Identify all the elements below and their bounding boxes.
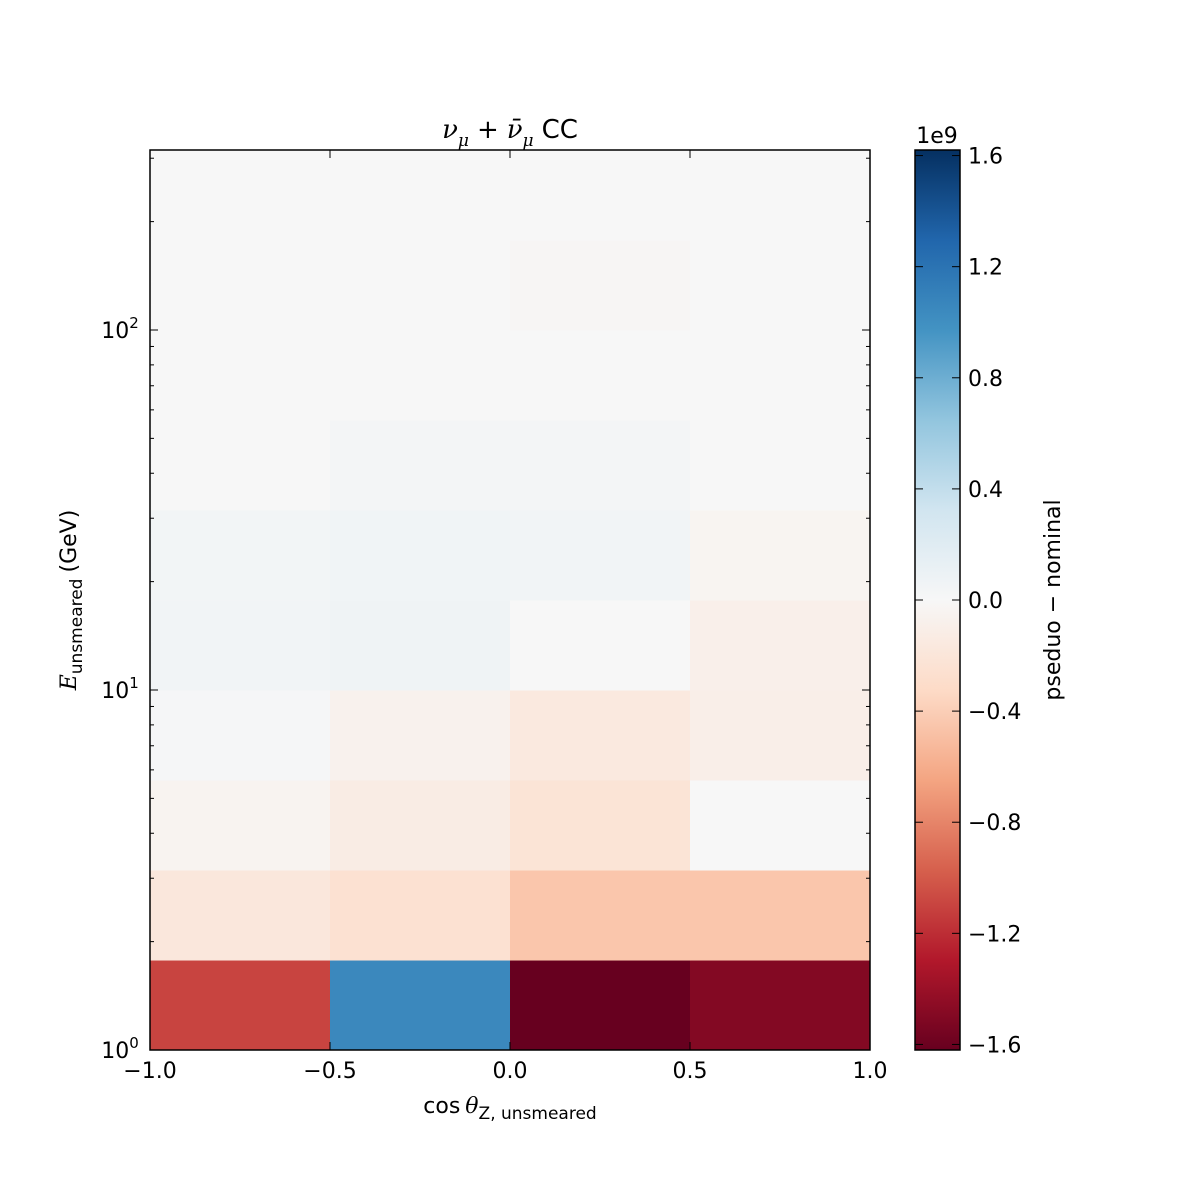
- y-tick-label: 102: [101, 314, 139, 344]
- heatmap-cell: [690, 150, 871, 241]
- heatmap-cell: [510, 960, 691, 1051]
- heatmap-cell: [330, 780, 511, 871]
- heatmap-cell: [690, 689, 871, 781]
- colorbar-tick-label: 1.2: [968, 256, 1003, 281]
- heatmap-cell: [690, 960, 871, 1051]
- colorbar-label: pseduo − nominal: [1041, 499, 1066, 700]
- y-axis-label: Eunsmeared (GeV): [57, 510, 87, 692]
- heatmap-cell: [510, 600, 691, 691]
- title-plus: +: [477, 115, 499, 145]
- title-suffix: CC: [542, 115, 578, 145]
- y-label-e: E: [57, 674, 82, 691]
- title-nubar: ν̄: [507, 115, 523, 145]
- x-tick-label: 0.5: [673, 1059, 708, 1084]
- heatmap-cell: [150, 150, 331, 241]
- heatmap-cell: [510, 870, 691, 961]
- x-tick-label: −1.0: [123, 1059, 176, 1084]
- heatmap-cell: [150, 329, 331, 421]
- heatmap-cell: [690, 600, 871, 691]
- heatmap-cell: [510, 420, 691, 511]
- heatmap-cell: [330, 960, 511, 1051]
- heatmap-cell: [150, 780, 331, 871]
- y-label-unit: (GeV): [57, 510, 82, 573]
- heatmap-cell: [330, 600, 511, 691]
- x-tick-label: −0.5: [303, 1059, 356, 1084]
- title-mu-sub: μ: [458, 131, 469, 151]
- heatmap-cell: [510, 510, 691, 601]
- heatmap-cell: [150, 600, 331, 691]
- heatmap-cell: [690, 420, 871, 511]
- heatmap-cell: [510, 240, 691, 331]
- title-nu: ν: [442, 115, 458, 145]
- heatmap-cells: [150, 150, 871, 1051]
- x-label-theta: θ: [465, 1094, 478, 1119]
- x-tick-label: 1.0: [853, 1059, 888, 1084]
- colorbar-tick-label: 0.0: [968, 589, 1003, 614]
- heatmap-cell: [150, 870, 331, 961]
- colorbar-tick-label: 1.6: [968, 145, 1003, 170]
- y-tick-label: 100: [101, 1034, 139, 1064]
- heatmap-cell: [690, 510, 871, 601]
- y-tick-label: 101: [101, 674, 139, 704]
- colorbar-tick-label: 0.4: [968, 478, 1003, 503]
- x-tick-label: 0.0: [493, 1059, 528, 1084]
- chart-title: νμ + ν̄μ CC: [442, 115, 578, 151]
- colorbar-tick-label: −0.4: [968, 700, 1021, 725]
- colorbar-tick-label: −0.8: [968, 811, 1021, 836]
- heatmap-cell: [510, 150, 691, 241]
- heatmap-cell: [150, 960, 331, 1051]
- heatmap-cell: [330, 870, 511, 961]
- plot-axes: −1.0 −0.5 0.0 0.5 1.0 100 101 102: [101, 149, 888, 1084]
- heatmap-cell: [330, 240, 511, 331]
- heatmap-cell: [150, 510, 331, 601]
- heatmap-cell: [510, 780, 691, 871]
- heatmap-cell: [690, 870, 871, 961]
- heatmap-cell: [510, 689, 691, 781]
- heatmap-cell: [690, 240, 871, 331]
- heatmap-cell: [150, 689, 331, 781]
- colorbar-offset-text: 1e9: [916, 124, 958, 149]
- colorbar: −1.6 −1.2 −0.8 −0.4 0.0 0.4 0.8 1.2 1.6: [914, 145, 1021, 1058]
- heatmap-cell: [690, 329, 871, 421]
- heatmap-cell: [510, 329, 691, 421]
- heatmap-cell: [690, 780, 871, 871]
- colorbar-tick-label: 0.8: [968, 367, 1003, 392]
- heatmap-cell: [330, 329, 511, 421]
- colorbar-tick-label: −1.2: [968, 922, 1021, 947]
- x-label-sub: Z, unsmeared: [479, 1104, 597, 1124]
- x-label-cos: cos: [423, 1094, 460, 1119]
- title-mu-sub2: μ: [523, 131, 534, 151]
- heatmap-cell: [150, 240, 331, 331]
- colorbar-tick-label: −1.6: [968, 1033, 1021, 1058]
- heatmap-cell: [330, 510, 511, 601]
- heatmap-cell: [330, 689, 511, 781]
- y-label-sub: unsmeared: [67, 579, 87, 675]
- x-axis-label: cos θZ, unsmeared: [423, 1094, 596, 1124]
- heatmap-cell: [150, 420, 331, 511]
- heatmap-cell: [330, 150, 511, 241]
- heatmap-cell: [330, 420, 511, 511]
